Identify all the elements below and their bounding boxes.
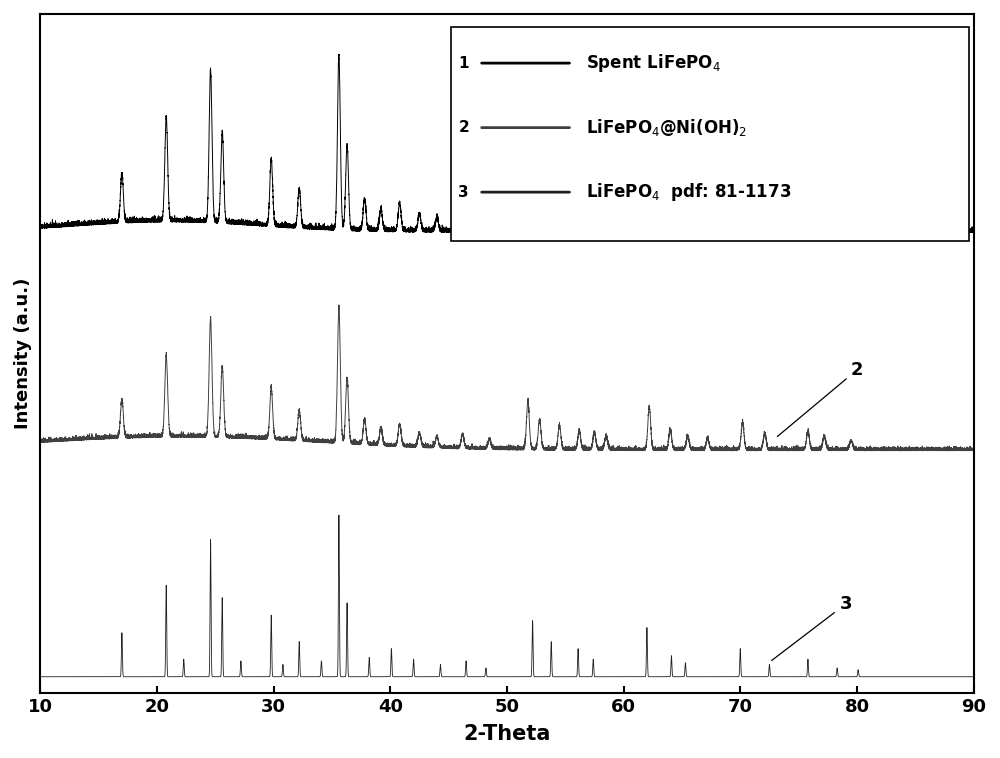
Text: 2: 2 <box>777 361 864 437</box>
Y-axis label: Intensity (a.u.): Intensity (a.u.) <box>14 277 32 429</box>
X-axis label: 2-Theta: 2-Theta <box>463 724 551 744</box>
Text: 3: 3 <box>458 185 469 199</box>
Text: LiFePO$_4$  pdf: 81-1173: LiFePO$_4$ pdf: 81-1173 <box>586 181 792 203</box>
Text: 1: 1 <box>458 55 469 70</box>
Text: 3: 3 <box>772 595 852 660</box>
Text: Spent LiFePO$_4$: Spent LiFePO$_4$ <box>586 52 721 74</box>
Text: 2: 2 <box>458 120 469 135</box>
FancyBboxPatch shape <box>451 27 969 241</box>
Text: LiFePO$_4$@Ni(OH)$_2$: LiFePO$_4$@Ni(OH)$_2$ <box>586 117 747 138</box>
Text: 1: 1 <box>789 126 869 214</box>
